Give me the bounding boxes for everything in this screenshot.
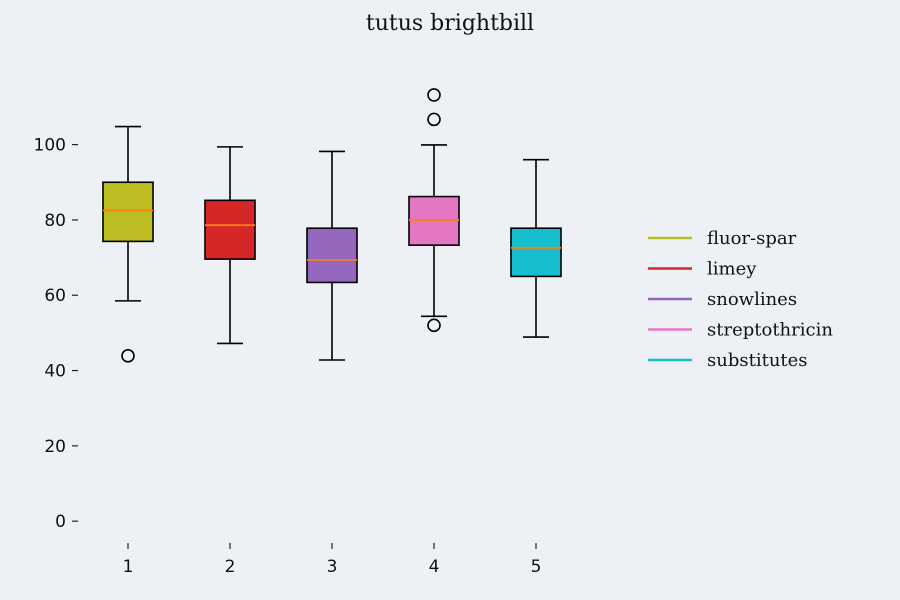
legend-label: snowlines: [707, 289, 797, 310]
outlier-point: [427, 88, 441, 102]
x-tick-label: 4: [429, 557, 440, 577]
box-limey: [204, 199, 256, 260]
outlier-point: [427, 112, 441, 127]
legend-label: streptothricin: [707, 320, 833, 341]
legend: fluor-spar limey snowlines streptothricin su…: [648, 228, 833, 371]
y-tick-label: 100: [34, 136, 66, 156]
x-tick-label: 3: [327, 557, 338, 577]
legend-item: fluor-spar: [648, 228, 797, 249]
y-tick-label: 0: [55, 512, 66, 532]
legend-label: limey: [707, 259, 757, 280]
y-axis: 0 20 40 60 80 100: [34, 136, 78, 532]
box-group-fluor-spar: [102, 125, 154, 363]
y-tick-label: 40: [44, 362, 66, 382]
box-group-substitutes: [510, 158, 562, 338]
legend-item: limey: [648, 259, 757, 280]
legend-label: fluor-spar: [707, 228, 797, 249]
y-tick-label: 20: [44, 437, 66, 457]
x-tick-label: 1: [123, 557, 134, 577]
box-snowlines: [306, 227, 358, 284]
y-tick-label: 60: [44, 286, 66, 306]
legend-item: substitutes: [648, 350, 808, 371]
box-streptothricin: [408, 195, 460, 246]
x-axis: 1 2 3 4 5: [123, 543, 542, 577]
legend-label: substitutes: [707, 350, 808, 371]
legend-item: streptothricin: [648, 320, 833, 341]
box-group-limey: [204, 146, 256, 345]
box-group-snowlines: [306, 150, 358, 361]
box-group-streptothricin: [408, 88, 460, 333]
box-substitutes: [510, 227, 562, 278]
plot-area: [102, 88, 562, 363]
y-tick-label: 80: [44, 211, 66, 231]
x-tick-label: 2: [225, 557, 236, 577]
outlier-point: [427, 318, 441, 333]
box-fluor-spar: [102, 181, 154, 243]
outlier-point: [121, 349, 135, 363]
legend-item: snowlines: [648, 289, 797, 310]
x-tick-label: 5: [531, 557, 542, 577]
chart-title: tutus brightbill: [366, 11, 534, 36]
